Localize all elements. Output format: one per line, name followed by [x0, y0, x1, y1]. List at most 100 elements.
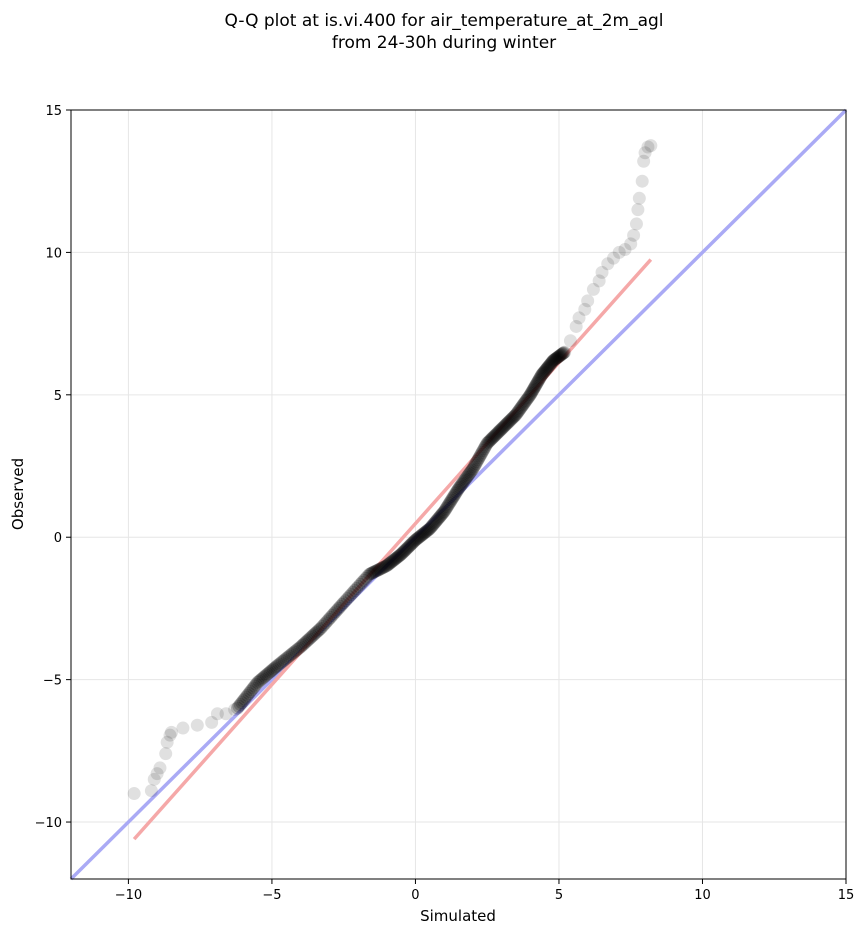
data-point: [545, 355, 559, 369]
data-point: [505, 412, 519, 426]
data-point: [271, 658, 285, 672]
data-point: [289, 644, 303, 658]
data-point: [322, 612, 336, 626]
data-point: [241, 688, 255, 702]
data-point: [279, 652, 293, 666]
data-point: [406, 535, 420, 549]
data-point: [546, 354, 560, 368]
data-point: [462, 468, 476, 482]
data-point: [252, 674, 266, 688]
data-point: [407, 534, 421, 548]
data-point: [542, 359, 556, 373]
data-point: [466, 462, 480, 476]
data-point: [176, 721, 190, 735]
data-point: [330, 603, 344, 617]
x-tick-label: 15: [838, 888, 855, 903]
data-point: [512, 403, 526, 417]
x-tick-label: −10: [115, 888, 142, 903]
data-point: [417, 527, 431, 541]
data-point: [353, 577, 367, 591]
data-point: [539, 363, 553, 377]
data-point: [405, 536, 419, 550]
data-point: [618, 243, 632, 257]
data-point: [463, 466, 477, 480]
data-point: [386, 554, 400, 568]
data-point: [540, 362, 554, 376]
data-point: [395, 546, 409, 560]
data-point: [460, 470, 474, 484]
data-point: [524, 386, 538, 400]
data-point: [385, 555, 399, 569]
data-point: [530, 376, 544, 390]
data-point: [507, 410, 521, 424]
data-point: [153, 761, 167, 775]
data-point: [490, 426, 504, 440]
data-point: [301, 633, 315, 647]
data-point: [437, 505, 451, 519]
data-point: [538, 364, 552, 378]
data-point: [563, 334, 577, 348]
data-point: [298, 636, 312, 650]
data-point: [190, 718, 204, 732]
data-point: [433, 509, 447, 523]
data-point: [314, 621, 328, 635]
data-point: [389, 551, 403, 565]
data-point: [401, 540, 415, 554]
data-point: [513, 402, 527, 416]
data-point: [367, 565, 381, 579]
data-point: [446, 490, 460, 504]
data-point: [554, 348, 568, 362]
data-point: [443, 495, 457, 509]
data-point: [429, 514, 443, 528]
data-point: [418, 526, 432, 540]
data-point: [430, 513, 444, 527]
data-point: [397, 544, 411, 558]
data-point: [493, 424, 507, 438]
data-point: [365, 566, 379, 580]
data-point: [357, 573, 371, 587]
data-point: [284, 648, 298, 662]
data-point: [399, 542, 413, 556]
data-point: [285, 646, 299, 660]
data-point: [467, 460, 481, 474]
data-point: [482, 434, 496, 448]
data-point: [508, 409, 522, 423]
data-point: [246, 681, 260, 695]
data-point: [315, 620, 329, 634]
data-point: [261, 667, 275, 681]
data-point: [302, 632, 316, 646]
data-point: [277, 653, 291, 667]
data-point: [287, 645, 301, 659]
data-point: [425, 519, 439, 533]
data-point: [541, 360, 555, 374]
data-point: [501, 416, 515, 430]
data-point: [569, 319, 583, 333]
data-point: [495, 422, 509, 436]
data-point: [348, 584, 362, 598]
data-point: [581, 294, 595, 308]
data-point: [514, 401, 528, 415]
data-point: [160, 735, 174, 749]
data-point: [480, 436, 494, 450]
data-point: [370, 564, 384, 578]
data-point: [537, 365, 551, 379]
data-point: [458, 473, 472, 487]
data-point: [276, 654, 290, 668]
data-point: [210, 707, 224, 721]
data-point: [511, 405, 525, 419]
data-point: [431, 512, 445, 526]
grid-lines: [71, 110, 846, 879]
data-point: [272, 657, 286, 671]
data-point: [245, 683, 259, 697]
data-point: [350, 581, 364, 595]
data-point: [459, 472, 473, 486]
data-point: [548, 352, 562, 366]
data-point: [457, 475, 471, 489]
data-point: [473, 449, 487, 463]
data-point: [522, 389, 536, 403]
data-point: [440, 500, 454, 514]
data-point: [335, 598, 349, 612]
data-point: [526, 384, 540, 398]
data-point: [269, 660, 283, 674]
data-point: [534, 369, 548, 383]
